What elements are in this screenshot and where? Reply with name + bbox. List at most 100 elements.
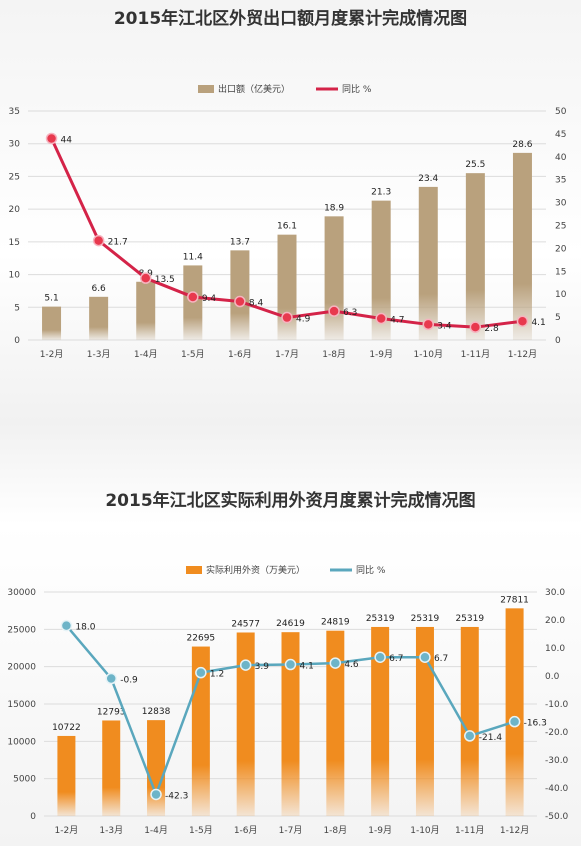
yoy-value-label: 4.1 [531,318,545,328]
yoy-point [195,666,207,679]
bar-value-label: 23.4 [418,174,438,184]
x-tick-label: 1-2月 [40,349,64,360]
bar [371,626,390,816]
bar-value-label: 6.6 [91,284,106,294]
y-right-tick-label: 10 [555,290,567,300]
y-right-tick-label: 20 [555,244,567,254]
yoy-point [469,321,482,333]
bar [183,265,203,340]
bar-value-label: 16.1 [277,222,297,232]
bar-value-label: 18.9 [324,203,344,213]
y-right-tick-label: -40.0 [545,784,569,794]
bar-value-label: 24619 [276,619,305,629]
legend-line-label: 同比 % [342,83,372,95]
bar-value-label: 12793 [97,707,126,717]
yoy-point [464,730,476,742]
y-left-tick-label: 15000 [7,700,36,710]
y-right-tick-label: 35 [555,176,566,186]
bar [415,626,434,816]
x-tick-label: 1-3月 [87,349,111,360]
y-left-tick-label: 30 [9,140,21,150]
y-right-tick-label: -10.0 [545,700,569,710]
bar [418,186,438,340]
bar-value-label: 28.6 [512,140,532,150]
bar [230,250,250,340]
bar [371,200,391,340]
y-right-tick-label: 50 [555,107,567,117]
yoy-value-label: 4.9 [296,315,311,325]
y-left-tick-label: 5000 [13,775,36,785]
legend-bar-swatch [186,566,202,574]
yoy-point [419,651,431,663]
y-right-tick-label: 5 [555,313,561,323]
bar [42,306,62,340]
yoy-value-label: 6.3 [343,308,357,318]
bar-value-label: 21.3 [371,188,391,198]
bar-value-label: 5.1 [44,294,58,304]
export-chart: 出口额（亿美元） 同比 % 0 5 10 15 20 25 30 35 0 5 10 15 20 25 30 35… [9,83,567,360]
bar [460,626,479,816]
yoy-value-label: 4.6 [344,660,359,670]
yoy-value-label: 9.4 [202,294,217,304]
legend-line-label: 同比 % [356,564,386,576]
y-left-tick-label: 5 [14,303,20,313]
bar-value-label: 25319 [455,614,484,624]
yoy-point [516,315,529,327]
bar [102,720,121,816]
yoy-point [45,132,58,145]
yoy-value-label: 8.4 [249,299,264,309]
x-tick-label: 1-10月 [414,349,443,360]
x-tick-label: 1-3月 [99,825,123,836]
x-tick-label: 1-6月 [228,349,252,360]
y-left-tick-label: 0 [14,336,20,346]
y-left-tick-label: 15 [9,238,20,248]
x-tick-label: 1-6月 [234,825,258,836]
x-tick-label: 1-9月 [369,349,393,360]
yoy-value-label: 21.7 [108,238,128,248]
yoy-point [422,318,435,331]
bar [465,173,485,340]
y-right-tick-label: -20.0 [545,728,569,738]
yoy-value-label: 13.5 [155,275,175,285]
y-right-tick-label: 0.0 [545,672,560,682]
chart-title-export: 2015年江北区外贸出口额月度累计完成情况图 [113,9,468,29]
bar [281,632,300,816]
yoy-value-label: 1.2 [210,670,224,680]
yoy-value-label: 3.9 [255,662,270,672]
y-right-tick-label: 20.0 [545,616,565,626]
bar-value-label: 12838 [142,707,171,717]
y-right-tick-label: 45 [555,130,566,140]
x-tick-label: 1-4月 [144,825,168,836]
bar [57,735,76,816]
x-tick-label: 1-5月 [181,349,205,360]
yoy-point [187,291,199,303]
y-left-tick-label: 35 [9,107,20,117]
yoy-value-label: 4.7 [390,315,404,325]
bar-value-label: 25.5 [465,160,485,170]
yoy-point [139,272,152,284]
bar-value-label: 24577 [231,619,260,629]
y-right-tick-label: 15 [555,267,566,277]
y-left-tick-label: 20000 [7,663,36,673]
yoy-point [281,311,293,324]
bar [147,720,166,816]
x-tick-label: 1-11月 [455,825,484,836]
yoy-value-label: 44 [61,135,73,145]
bar [191,646,210,816]
y-right-tick-label: 25 [555,222,566,232]
legend-bar-label: 实际利用外资（万美元） [206,564,305,576]
bar-value-label: 24819 [321,618,350,628]
x-tick-label: 1-12月 [500,825,529,836]
yoy-value-label: -42.3 [165,791,188,801]
x-tick-label: 1-7月 [275,349,299,360]
y-left-tick-label: 30000 [7,588,36,598]
investment-chart: 实际利用外资（万美元） 同比 % 0 5000 10000 15000 20000 25000… [7,564,569,836]
yoy-value-label: -16.3 [524,719,547,729]
bar [505,608,524,816]
chart-title-investment: 2015年江北区实际利用外资月度累计完成情况图 [105,491,476,511]
x-tick-label: 1-5月 [189,825,213,836]
x-tick-label: 1-10月 [410,825,439,836]
yoy-value-label: -0.9 [120,676,138,686]
x-tick-label: 1-11月 [461,349,490,360]
bar [236,632,255,816]
